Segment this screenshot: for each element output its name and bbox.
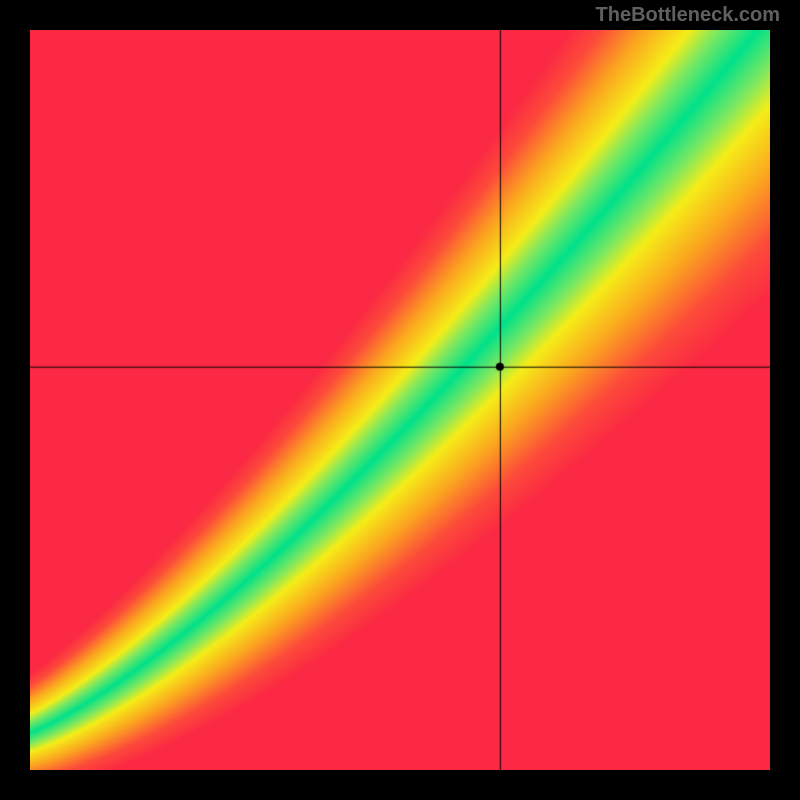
watermark-text: TheBottleneck.com: [596, 4, 780, 27]
chart-frame: TheBottleneck.com: [0, 0, 800, 800]
plot-area: [30, 30, 770, 770]
bottleneck-heatmap: [30, 30, 770, 770]
